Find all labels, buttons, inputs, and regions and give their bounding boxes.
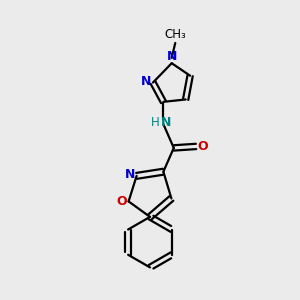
Text: H: H xyxy=(151,116,159,129)
Text: CH₃: CH₃ xyxy=(164,28,186,41)
Text: N: N xyxy=(160,116,171,129)
Text: O: O xyxy=(117,195,128,208)
Text: N: N xyxy=(125,168,135,181)
Text: O: O xyxy=(197,140,208,153)
Text: N: N xyxy=(141,75,152,88)
Text: N: N xyxy=(167,50,177,63)
